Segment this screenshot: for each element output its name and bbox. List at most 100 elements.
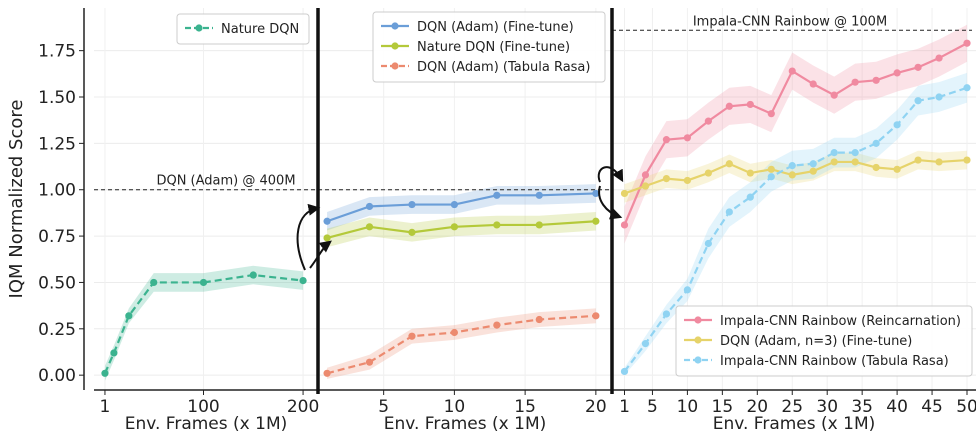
data-point: [199, 278, 208, 287]
y-tick-label: 0.00: [38, 366, 76, 386]
x-tick-label: 45: [921, 397, 943, 417]
x-tick-label: 20: [746, 397, 768, 417]
data-point: [249, 271, 257, 279]
data-point: [365, 202, 374, 211]
legend-entry: Nature DQN: [221, 22, 299, 37]
data-point: [788, 162, 796, 170]
data-point: [788, 67, 796, 75]
data-point: [767, 110, 775, 118]
data-point: [809, 80, 817, 88]
data-point: [704, 169, 712, 177]
data-point: [535, 191, 543, 199]
x-axis-label: Env. Frames (x 1M): [125, 414, 288, 434]
series-band: [327, 211, 596, 248]
y-tick-label: 0.25: [38, 320, 76, 340]
data-point: [809, 167, 817, 175]
data-point: [935, 93, 943, 101]
legend-box: [675, 305, 973, 377]
series-band: [624, 72, 968, 376]
data-point: [683, 134, 691, 142]
x-tick-label: 5: [378, 397, 389, 417]
data-point: [935, 54, 943, 62]
data-point: [450, 223, 458, 231]
data-point: [408, 200, 416, 209]
y-axis-label: IQM Normalized Score: [6, 100, 27, 299]
data-point: [620, 367, 629, 376]
series-band: [327, 308, 596, 379]
data-point: [365, 358, 374, 366]
x-axis-label: Env. Frames (x 1M): [384, 414, 547, 434]
data-point: [788, 171, 796, 179]
legend-swatch-marker: [391, 42, 399, 50]
data-point: [746, 193, 754, 201]
x-tick-label: 1: [100, 397, 111, 417]
data-point: [125, 312, 133, 320]
reference-line-label: DQN (Adam) @ 400M: [156, 174, 295, 189]
data-point: [150, 278, 158, 287]
data-point: [872, 76, 880, 84]
data-point: [893, 69, 901, 77]
x-tick-label: 5: [647, 397, 658, 417]
transfer-arrows: [296, 166, 624, 271]
transfer-arrow-upper-2: [597, 166, 624, 183]
x-tick-label: 200: [287, 397, 319, 417]
data-point: [851, 158, 859, 166]
data-point: [746, 169, 754, 177]
data-point: [725, 102, 733, 110]
data-point: [662, 310, 671, 318]
data-point: [299, 276, 307, 285]
data-point: [592, 312, 600, 320]
data-point: [450, 200, 458, 209]
transfer-arrow-upper: [296, 203, 321, 271]
legend-swatch-marker: [391, 22, 399, 30]
x-tick-label: 35: [851, 397, 873, 417]
data-point: [662, 175, 671, 183]
y-tick-label: 1.25: [38, 134, 76, 154]
legend-box: [176, 13, 310, 45]
reference-line-label: Impala-CNN Rainbow @ 100M: [693, 14, 887, 29]
data-point: [893, 165, 901, 173]
data-point: [963, 84, 971, 92]
data-point: [767, 173, 775, 181]
data-point: [620, 189, 629, 198]
legend-entry: Impala-CNN Rainbow (Reincarnation): [720, 314, 961, 329]
x-axis-label: Env. Frames (x 1M): [713, 414, 876, 434]
x-tick-label: 15: [514, 397, 536, 417]
x-tick-label: 25: [781, 397, 803, 417]
x-tick-label: 20: [585, 397, 607, 417]
legend-entry: DQN (Adam, n=3) (Fine-tune): [720, 334, 912, 349]
x-tick-label: 15: [712, 397, 734, 417]
data-point: [914, 63, 922, 71]
y-tick-label: 0.50: [38, 273, 76, 293]
data-point: [101, 369, 109, 377]
data-point: [323, 369, 331, 377]
data-point: [535, 221, 543, 229]
data-point: [641, 340, 650, 348]
data-point: [408, 332, 416, 340]
data-point: [592, 189, 600, 198]
data-point: [493, 191, 501, 199]
reference-lines: DQN (Adam) @ 400M Impala-CNN Rainbow @ 10…: [94, 14, 972, 191]
legend-entry: DQN (Adam) (Fine-tune): [417, 20, 574, 35]
x-tick-label: 50: [956, 397, 976, 417]
series-band: [104, 265, 304, 381]
data-point: [809, 160, 817, 168]
data-point: [323, 217, 331, 225]
y-tick-label: 0.75: [38, 227, 76, 247]
data-point: [830, 149, 838, 157]
y-tick-label: 1.75: [38, 42, 76, 62]
data-point: [592, 217, 600, 225]
data-point: [963, 39, 971, 47]
y-tick-label: 1.00: [38, 181, 76, 201]
data-point: [830, 158, 838, 166]
data-point: [746, 100, 754, 109]
data-point: [704, 117, 712, 125]
data-point: [725, 208, 733, 216]
data-point: [893, 121, 901, 129]
transfer-arrow-lower-2: [598, 185, 623, 220]
x-tick-label: 10: [677, 397, 699, 417]
data-point: [725, 160, 733, 168]
legend-swatch-marker: [391, 62, 399, 70]
data-point: [914, 156, 922, 164]
